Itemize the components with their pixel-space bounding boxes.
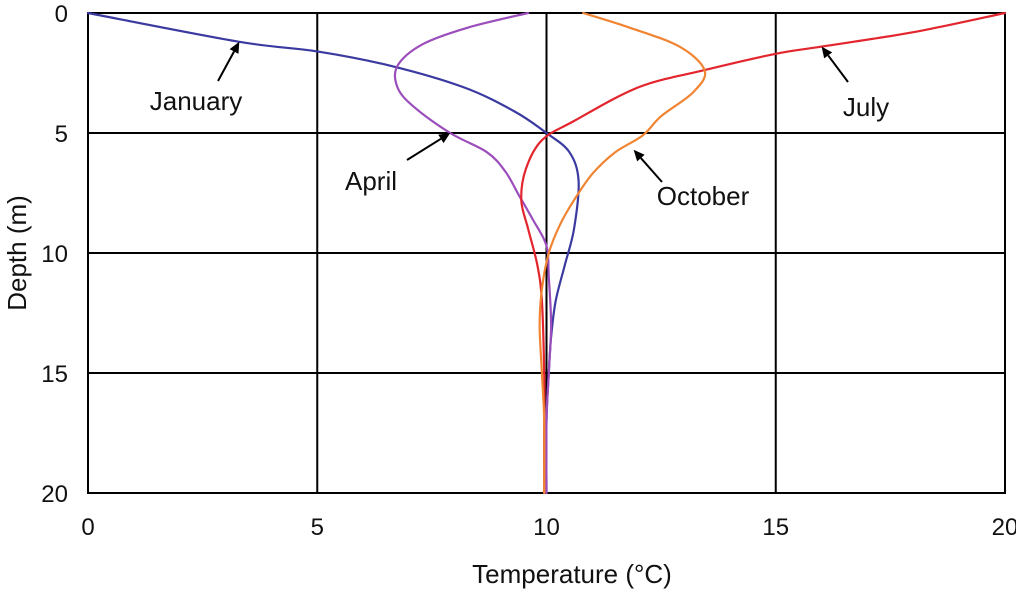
series-label-october: October [657,181,750,211]
annotation-arrowhead-january [229,41,240,54]
annotation-arrow-january [217,50,235,82]
x-axis-label: Temperature (°C) [472,559,672,589]
annotation-arrowhead-april [438,133,451,144]
series-lines [86,11,1007,495]
annotation-arrowhead-july [821,46,833,59]
series-label-july: July [843,92,889,122]
y-tick-label: 20 [41,481,68,508]
y-tick-label: 15 [41,361,68,388]
series-line-october [538,11,707,495]
y-tick-label: 10 [41,241,68,268]
y-tick-label: 5 [55,121,68,148]
annotation-arrow-october [640,157,663,183]
x-tick-label: 20 [992,514,1016,541]
x-tick-label: 15 [762,514,789,541]
annotation-arrowhead-october [633,149,645,162]
series-line-july [520,11,1007,495]
annotations: January April July October [150,41,889,211]
x-tick-label: 5 [311,514,324,541]
series-label-april: April [345,166,397,196]
series-label-january: January [150,86,243,116]
y-axis-label: Depth (m) [2,195,32,311]
y-tick-label: 0 [55,1,68,28]
series-line-april [393,11,553,495]
annotation-arrow-april [406,137,442,161]
x-tick-label: 0 [81,514,94,541]
tick-labels: 0 5 10 15 20 0 5 10 15 20 [41,1,1016,541]
annotation-arrow-july [827,54,849,83]
x-tick-label: 10 [533,514,560,541]
